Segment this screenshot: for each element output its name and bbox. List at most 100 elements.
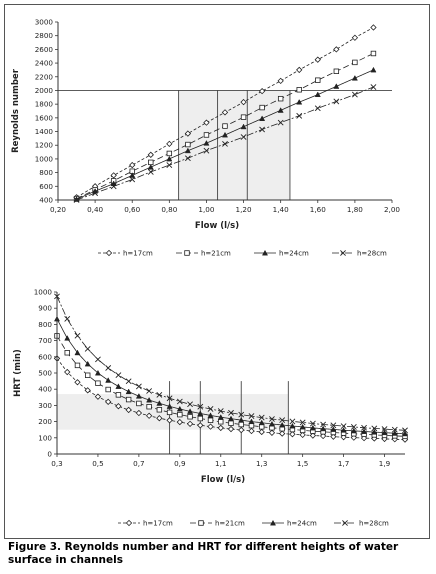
y-tick-label: 100 <box>38 433 52 442</box>
data-point <box>240 114 247 120</box>
data-point <box>115 403 122 410</box>
data-point <box>85 372 91 378</box>
data-point <box>74 332 81 339</box>
data-point <box>351 75 358 81</box>
x-tick-label: 0,7 <box>133 459 144 468</box>
data-point <box>148 159 154 166</box>
data-point <box>391 426 398 433</box>
legend-marker <box>340 250 346 256</box>
x-tick-label: 1,60 <box>310 205 326 214</box>
data-point <box>105 398 112 406</box>
data-point <box>238 411 245 418</box>
series-3 <box>54 293 408 434</box>
data-point <box>309 420 316 427</box>
data-point <box>187 408 194 414</box>
data-point <box>227 425 235 433</box>
x-tick-label: 1,00 <box>198 205 214 214</box>
series-1 <box>73 50 377 202</box>
data-point <box>147 169 154 175</box>
data-point <box>340 427 347 433</box>
data-point <box>333 98 340 105</box>
data-point <box>371 425 378 432</box>
data-point <box>74 379 81 386</box>
figure-frame <box>4 4 430 539</box>
y-tick-label: 1200 <box>35 141 54 150</box>
y-tick-label: 200 <box>38 417 52 426</box>
data-point <box>94 393 102 400</box>
series-2 <box>73 66 377 202</box>
data-point <box>228 420 234 426</box>
data-point <box>156 400 163 406</box>
data-point <box>203 140 210 146</box>
data-point <box>391 430 398 436</box>
data-point <box>92 190 99 197</box>
data-point <box>314 105 321 112</box>
data-point <box>248 418 255 425</box>
data-point <box>129 161 136 169</box>
data-point <box>125 396 132 403</box>
y-tick-label: 2000 <box>35 86 54 95</box>
legend-marker <box>261 249 269 256</box>
data-point <box>197 415 203 422</box>
data-point <box>74 362 81 369</box>
data-point <box>240 134 247 140</box>
data-point <box>203 132 210 138</box>
data-point <box>184 130 192 137</box>
data-point <box>259 104 265 111</box>
data-point <box>314 91 321 98</box>
data-point <box>361 424 367 431</box>
data-point <box>207 423 214 430</box>
data-point <box>166 409 173 416</box>
data-point <box>125 388 132 395</box>
data-point <box>184 155 191 162</box>
legend-label: h=24cm <box>279 250 309 258</box>
data-point <box>320 421 327 428</box>
data-point <box>289 431 296 438</box>
data-point <box>166 162 173 169</box>
legend-label: h=28cm <box>357 250 387 258</box>
data-point <box>105 377 112 383</box>
data-point <box>289 418 296 425</box>
data-point <box>217 424 224 432</box>
data-point <box>218 419 224 425</box>
data-point <box>238 417 245 423</box>
data-point <box>320 425 327 432</box>
data-point <box>340 423 347 430</box>
x-tick-label: 0,80 <box>161 205 177 214</box>
data-point <box>277 107 284 113</box>
data-point <box>277 77 284 85</box>
y-tick-label: 2800 <box>35 31 54 40</box>
data-point <box>330 426 337 432</box>
data-point <box>84 387 91 394</box>
data-point <box>135 393 142 399</box>
data-point <box>197 403 204 410</box>
data-point <box>277 119 284 126</box>
data-point <box>207 417 214 424</box>
y-tick-label: 300 <box>38 401 52 410</box>
data-point <box>64 315 71 322</box>
data-point <box>146 396 153 403</box>
y-tick-label: 1400 <box>35 127 54 136</box>
data-point <box>74 349 81 356</box>
x-tick-label: 1,80 <box>347 205 363 214</box>
y-tick-label: 1800 <box>35 100 54 109</box>
x-tick-label: 0,3 <box>51 459 62 468</box>
data-point <box>371 429 378 435</box>
x-tick-label: 1,40 <box>273 205 289 214</box>
legend <box>98 249 354 257</box>
data-point <box>228 409 234 416</box>
data-point <box>351 34 359 41</box>
data-point <box>330 422 337 429</box>
data-point <box>370 24 377 31</box>
x-tick-label: 1,20 <box>236 205 252 214</box>
y-tick-label: 400 <box>38 385 52 394</box>
data-point <box>277 95 284 102</box>
x-tick-label: 0,5 <box>92 459 103 468</box>
data-point <box>258 87 266 95</box>
data-point <box>222 140 228 147</box>
caption-line-1: Figure 3. Reynolds number and HRT for di… <box>8 541 399 553</box>
y-tick-label: 1000 <box>35 154 54 163</box>
legend-label: h=17cm <box>123 250 153 258</box>
legend <box>118 519 356 527</box>
data-point <box>333 68 340 74</box>
